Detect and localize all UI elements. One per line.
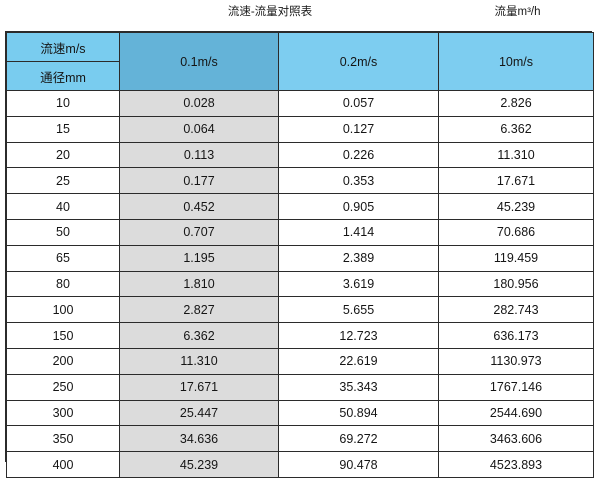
cell-diameter: 10 [6, 90, 120, 117]
cell-flow-1: 90.478 [278, 451, 439, 478]
cell-flow-0: 0.064 [119, 115, 279, 143]
cell-flow-2: 17.671 [438, 167, 594, 195]
cell-flow-2: 2544.690 [438, 399, 594, 427]
table-row: 50 0.707 1.414 70.686 [6, 218, 594, 246]
caption-strip: 流速-流量对照表 流量m³/h [0, 0, 600, 30]
table-row: 20 0.113 0.226 11.310 [6, 141, 594, 169]
table-row: 10 0.028 0.057 2.826 [6, 90, 594, 117]
cell-diameter: 200 [6, 347, 120, 375]
cell-flow-0: 45.239 [119, 451, 279, 478]
cell-diameter: 50 [6, 218, 120, 246]
cell-flow-2: 1130.973 [438, 347, 594, 375]
cell-flow-2: 282.743 [438, 296, 594, 324]
header-velocity-label: 流速m/s [6, 32, 120, 62]
cell-diameter: 20 [6, 141, 120, 169]
cell-flow-1: 0.353 [278, 167, 439, 195]
cell-flow-0: 2.827 [119, 296, 279, 324]
cell-flow-0: 1.810 [119, 270, 279, 298]
header-row-bottom: 通径mm [6, 61, 594, 91]
cell-flow-2: 636.173 [438, 322, 594, 349]
cell-flow-0: 0.028 [119, 90, 279, 117]
cell-flow-0: 25.447 [119, 399, 279, 427]
table-row: 65 1.195 2.389 119.459 [6, 244, 594, 272]
table-row: 250 17.671 35.343 1767.146 [6, 373, 594, 401]
table-row: 200 11.310 22.619 1130.973 [6, 347, 594, 375]
cell-flow-2: 119.459 [438, 244, 594, 272]
cell-flow-1: 1.414 [278, 218, 439, 246]
cell-diameter: 40 [6, 193, 120, 220]
table-row: 300 25.447 50.894 2544.690 [6, 399, 594, 427]
table-row: 25 0.177 0.353 17.671 [6, 167, 594, 195]
cell-flow-0: 0.707 [119, 218, 279, 246]
table-row: 15 0.064 0.127 6.362 [6, 115, 594, 143]
table-row: 100 2.827 5.655 282.743 [6, 296, 594, 324]
cell-flow-2: 70.686 [438, 218, 594, 246]
cell-flow-2: 1767.146 [438, 373, 594, 401]
table-row: 400 45.239 90.478 4523.893 [6, 451, 594, 478]
cell-flow-1: 12.723 [278, 322, 439, 349]
cell-flow-1: 50.894 [278, 399, 439, 427]
cell-flow-2: 45.239 [438, 193, 594, 220]
cell-flow-0: 6.362 [119, 322, 279, 349]
cell-flow-2: 3463.606 [438, 425, 594, 453]
cell-flow-1: 0.127 [278, 115, 439, 143]
cell-flow-0: 11.310 [119, 347, 279, 375]
cell-flow-1: 0.226 [278, 141, 439, 169]
cell-flow-2: 4523.893 [438, 451, 594, 478]
header-col-1: 0.2m/s [278, 32, 439, 91]
cell-flow-0: 0.177 [119, 167, 279, 195]
cell-flow-1: 69.272 [278, 425, 439, 453]
cell-flow-1: 35.343 [278, 373, 439, 401]
cell-diameter: 400 [6, 451, 120, 478]
cell-diameter: 15 [6, 115, 120, 143]
cell-diameter: 300 [6, 399, 120, 427]
cell-flow-0: 0.452 [119, 193, 279, 220]
table-row: 40 0.452 0.905 45.239 [6, 193, 594, 220]
cell-flow-1: 5.655 [278, 296, 439, 324]
header-row-top: 流速m/s 0.1m/s 0.2m/s 10m/s [6, 32, 594, 91]
flow-unit-label: 流量m³/h [494, 6, 541, 18]
cell-diameter: 150 [6, 322, 120, 349]
cell-flow-1: 3.619 [278, 270, 439, 298]
header-diameter-label: 通径mm [6, 61, 120, 91]
table-row: 150 6.362 12.723 636.173 [6, 322, 594, 349]
flow-velocity-table-container: 流速m/s 0.1m/s 0.2m/s 10m/s 通径mm 10 0.028 … [5, 31, 594, 478]
cell-flow-1: 2.389 [278, 244, 439, 272]
table-row: 80 1.810 3.619 180.956 [6, 270, 594, 298]
cell-flow-1: 0.905 [278, 193, 439, 220]
cell-diameter: 100 [6, 296, 120, 324]
table-row: 350 34.636 69.272 3463.606 [6, 425, 594, 453]
cell-flow-0: 1.195 [119, 244, 279, 272]
cell-flow-2: 11.310 [438, 141, 594, 169]
cell-flow-2: 2.826 [438, 90, 594, 117]
cell-diameter: 65 [6, 244, 120, 272]
cell-flow-0: 0.113 [119, 141, 279, 169]
cell-diameter: 250 [6, 373, 120, 401]
table-title: 流速-流量对照表 [227, 6, 313, 18]
cell-flow-0: 34.636 [119, 425, 279, 453]
cell-flow-1: 22.619 [278, 347, 439, 375]
cell-flow-1: 0.057 [278, 90, 439, 117]
flow-velocity-table: 流速m/s 0.1m/s 0.2m/s 10m/s 通径mm 10 0.028 … [6, 32, 594, 478]
header-col-0: 0.1m/s [119, 32, 279, 91]
cell-diameter: 350 [6, 425, 120, 453]
cell-flow-0: 17.671 [119, 373, 279, 401]
header-col-2: 10m/s [438, 32, 594, 91]
cell-flow-2: 6.362 [438, 115, 594, 143]
cell-diameter: 25 [6, 167, 120, 195]
cell-flow-2: 180.956 [438, 270, 594, 298]
cell-diameter: 80 [6, 270, 120, 298]
